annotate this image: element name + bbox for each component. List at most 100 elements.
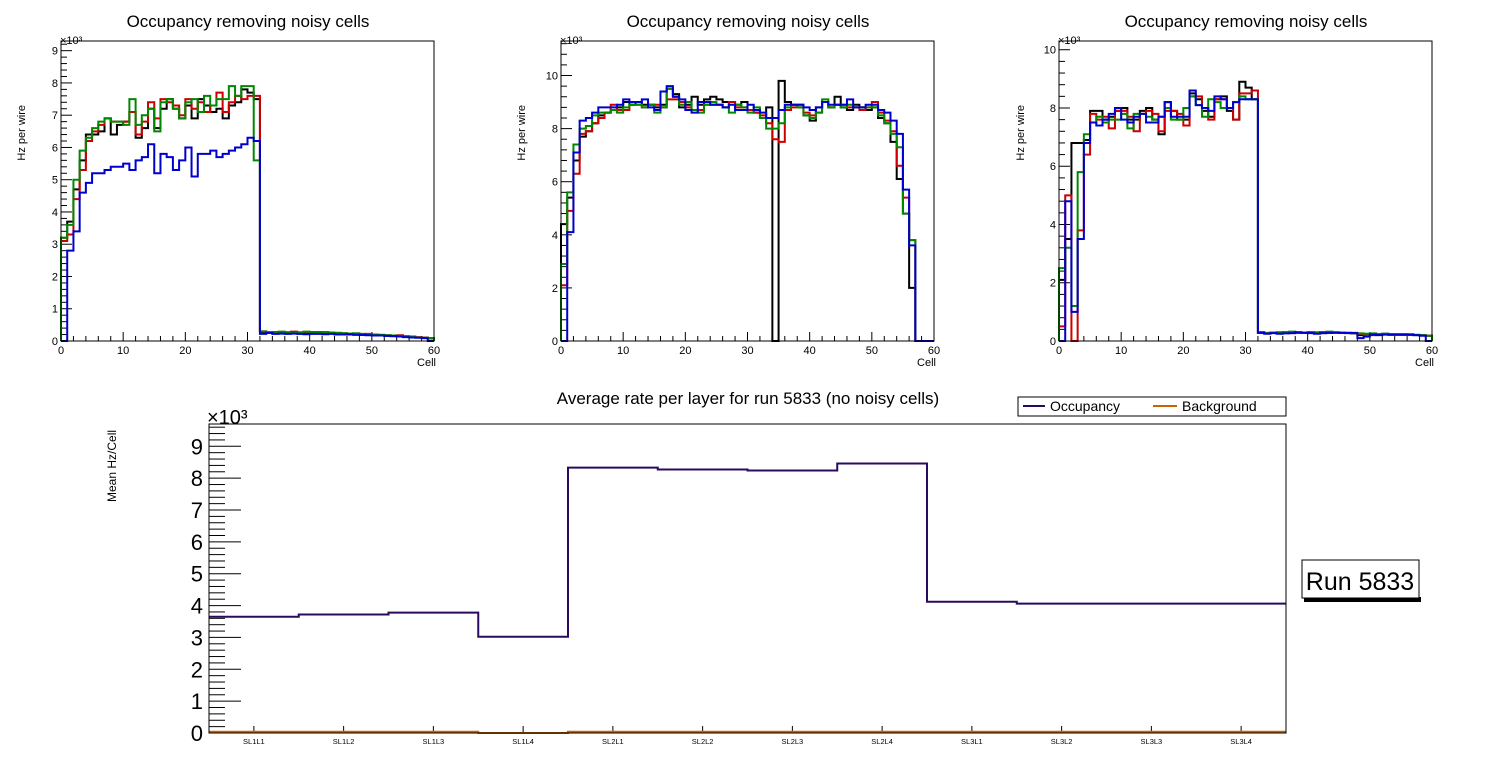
plot-frame: [560, 40, 935, 342]
y-tick-label: 0: [52, 336, 58, 348]
series-layer-4: [1059, 89, 1432, 342]
axis-ticks: 0 10 20 30 40 50 60 0 2 4 6 8 10: [546, 43, 940, 357]
x-tick-label: 0: [58, 345, 64, 357]
series-layer-3: [560, 87, 934, 342]
axis-ticks: 0 1 2 3 4 5 6 7 8 9 SL1L1 SL1L2 SL1L3 SL1L4 SL2L1 SL2L2…: [191, 426, 1252, 746]
y-tick-label: 1: [191, 689, 203, 714]
y-tick-label: 9: [52, 46, 58, 58]
x-tick-label: 30: [1239, 345, 1251, 357]
chart-title: Occupancy removing noisy cells: [1125, 12, 1368, 31]
series-layer-3: [1058, 95, 1433, 341]
x-tick-label: 50: [1364, 345, 1376, 357]
y-tick-label: 8: [1050, 103, 1056, 115]
x-tick-label: 40: [804, 345, 816, 357]
x-tick-label: SL3L2: [1051, 737, 1073, 746]
x-tick-label: SL2L3: [782, 737, 804, 746]
x-axis-label: Cell: [417, 357, 436, 369]
series-group: [209, 462, 1286, 734]
y-tick-label: 10: [546, 71, 558, 83]
annotation-text: Run 5833: [1306, 568, 1414, 596]
x-tick-label: 40: [1302, 345, 1314, 357]
series-group: [60, 85, 435, 342]
y-multiplier: ×10³: [207, 407, 248, 429]
y-tick-label: 3: [52, 239, 58, 251]
x-tick-label: 30: [241, 345, 253, 357]
chart-title: Occupancy removing noisy cells: [627, 12, 870, 31]
x-tick-label: SL2L4: [871, 737, 893, 746]
panel-occupancy-2: Occupancy removing noisy cells Hz per wi…: [516, 12, 940, 369]
y-tick-label: 7: [191, 498, 203, 523]
x-tick-label: SL2L2: [692, 737, 714, 746]
y-tick-label: 10: [1044, 45, 1056, 57]
y-axis-label: Hz per wire: [516, 105, 528, 161]
y-tick-label: 1: [52, 304, 58, 316]
y-tick-label: 2: [552, 283, 558, 295]
y-tick-label: 4: [52, 207, 58, 219]
plot-frame: [208, 423, 1287, 734]
y-tick-label: 8: [552, 124, 558, 136]
y-tick-label: 3: [191, 625, 203, 650]
y-tick-label: 0: [1050, 336, 1056, 348]
x-tick-label: 20: [679, 345, 691, 357]
annotation-box: [1301, 559, 1420, 599]
x-tick-label: 10: [617, 345, 629, 357]
panel-average-rate: Average rate per layer for run 5833 (no …: [105, 389, 1421, 746]
x-tick-label: SL1L3: [423, 737, 445, 746]
y-axis-label: Hz per wire: [16, 105, 28, 161]
series-background: [209, 730, 1286, 734]
legend: Occupancy Background: [1017, 396, 1287, 417]
x-axis-label: Cell: [1415, 357, 1434, 369]
x-tick-label: 0: [1056, 345, 1062, 357]
y-tick-label: 2: [191, 657, 203, 682]
y-tick-label: 2: [1050, 278, 1056, 290]
panel-occupancy-3: Occupancy removing noisy cells Hz per wi…: [1015, 12, 1438, 369]
legend-label-occupancy: Occupancy: [1050, 398, 1120, 414]
y-tick-label: 8: [52, 78, 58, 90]
series-layer-2: [560, 98, 934, 342]
series-group: [1058, 80, 1433, 342]
x-tick-label: 60: [928, 345, 940, 357]
x-tick-label: SL3L4: [1230, 737, 1252, 746]
y-tick-label: 5: [191, 562, 203, 587]
x-tick-label: SL1L1: [243, 737, 265, 746]
series-occupancy: [209, 462, 1286, 638]
x-tick-label: SL2L1: [602, 737, 624, 746]
y-tick-label: 8: [191, 466, 203, 491]
series-layer-4: [561, 85, 934, 342]
y-tick-label: 2: [52, 271, 58, 283]
series-layer-2: [1058, 89, 1433, 342]
axis-ticks: 0 10 20 30 40 50 60 0 2 4 6 8 10: [1044, 45, 1438, 357]
plot-frame: [1058, 40, 1433, 342]
x-tick-label: 20: [179, 345, 191, 357]
y-tick-label: 4: [191, 594, 203, 619]
x-tick-label: 40: [304, 345, 316, 357]
y-tick-label: 6: [52, 142, 58, 154]
x-tick-label: 60: [1426, 345, 1438, 357]
axis-ticks: 0 10 20 30 40 50 60 0 1 2 3 4 5 6 7 8 9: [52, 43, 440, 357]
x-tick-label: 30: [741, 345, 753, 357]
x-tick-label: 60: [428, 345, 440, 357]
plot-frame: [60, 40, 435, 342]
y-tick-label: 6: [191, 530, 203, 555]
y-tick-label: 6: [552, 177, 558, 189]
x-tick-label: 20: [1177, 345, 1189, 357]
x-tick-label: SL3L1: [961, 737, 983, 746]
x-tick-label: SL3L3: [1141, 737, 1163, 746]
chart-title: Occupancy removing noisy cells: [127, 12, 370, 31]
y-tick-label: 0: [191, 721, 203, 746]
y-axis-label: Mean Hz/Cell: [105, 430, 119, 502]
series-layer-4: [61, 136, 434, 342]
x-tick-label: SL1L4: [512, 737, 534, 746]
x-tick-label: 10: [117, 345, 129, 357]
y-tick-label: 4: [552, 230, 558, 242]
series-group: [560, 79, 934, 342]
x-tick-label: 0: [558, 345, 564, 357]
legend-label-background: Background: [1182, 398, 1257, 414]
annotation-shadow: [1304, 597, 1421, 602]
y-axis-label: Hz per wire: [1015, 105, 1027, 161]
x-axis-label: Cell: [917, 357, 936, 369]
x-tick-label: 10: [1115, 345, 1127, 357]
chart-title: Average rate per layer for run 5833 (no …: [557, 389, 939, 408]
series-layer-1: [60, 88, 435, 341]
